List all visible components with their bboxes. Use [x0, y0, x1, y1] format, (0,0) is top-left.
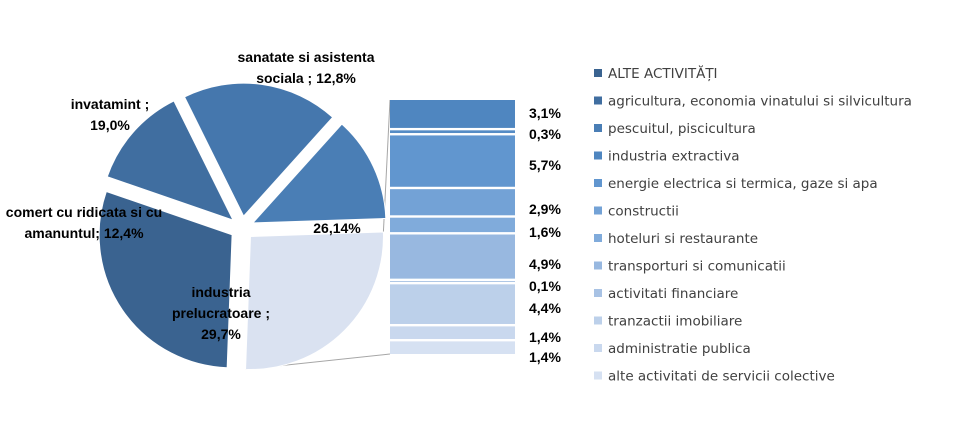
legend: ALTE ACTIVITĂȚI agricultura, economia vin… [594, 64, 912, 385]
pie-label-4: invatamint ; 19,0% [71, 96, 150, 133]
legend-label-0: ALTE ACTIVITĂȚI [608, 64, 718, 82]
bar-label-2: 5,7% [529, 157, 561, 173]
legend-label-5: constructii [608, 204, 679, 220]
pie-slice-2 [98, 190, 233, 369]
bar-segment-6 [390, 281, 515, 282]
bar-label-0: 3,1% [529, 105, 561, 121]
bar-label-7: 4,4% [529, 300, 561, 316]
legend-swatch-6 [594, 234, 602, 242]
pie-label-2: industria prelucratoare ; 29,7% [172, 284, 270, 342]
legend-label-1: agricultura, economia vinatului si silvi… [608, 94, 912, 110]
bar-segment-2 [390, 135, 515, 187]
legend-label-9: tranzactii imobiliare [608, 314, 742, 330]
pie-slice-1 [245, 231, 384, 370]
legend-swatch-5 [594, 206, 602, 215]
legend-label-7: transporturi si comunicatii [608, 259, 786, 275]
legend-swatch-3 [594, 151, 602, 160]
legend-swatch-9 [594, 316, 602, 325]
bar-label-3: 2,9% [529, 201, 561, 217]
pie-label-0: sanatate si asistenta sociala ; 12,8% [238, 49, 375, 86]
legend-swatch-10 [594, 344, 602, 352]
legend-swatch-1 [594, 96, 602, 105]
bar-label-8: 1,4% [529, 329, 561, 345]
legend-label-4: energie electrica si termica, gaze si ap… [608, 176, 878, 192]
stacked-bar [390, 100, 515, 354]
pie-labels: sanatate si asistenta sociala ; 12,8% 26,1… [6, 49, 375, 342]
legend-swatch-7 [594, 261, 602, 270]
bar-segment-3 [390, 189, 515, 216]
pie-label-1: 26,14% [313, 220, 361, 236]
bar-labels: 3,1% 0,3% 5,7% 2,9% 1,6% 4,9% 0,1% 4,4% 1,4% 1,4% [529, 105, 561, 365]
legend-swatch-2 [594, 124, 602, 132]
bar-label-5: 4,9% [529, 256, 561, 272]
legend-label-10: administratie publica [608, 341, 751, 357]
bar-segment-7 [390, 284, 515, 324]
pie [98, 82, 387, 370]
legend-swatch-8 [594, 289, 602, 297]
bar-label-1: 0,3% [529, 126, 561, 142]
pie-slice-3 [106, 100, 234, 221]
legend-swatch-0 [594, 69, 602, 77]
bar-label-4: 1,6% [529, 224, 561, 240]
bar-label-6: 0,1% [529, 278, 561, 294]
legend-label-6: hoteluri si restaurante [608, 231, 758, 247]
pie-slice-4 [183, 82, 334, 217]
legend-swatch-11 [594, 371, 602, 380]
bar-segment-4 [390, 217, 515, 233]
bar-segment-9 [390, 341, 515, 354]
pie-slice-0 [251, 123, 387, 224]
legend-label-11: alte activitati de servicii colective [608, 369, 835, 385]
legend-label-2: pescuitul, piscicultura [608, 121, 756, 137]
legend-label-8: activitati financiare [608, 286, 738, 302]
bar-segment-5 [390, 234, 515, 279]
legend-swatch-4 [594, 179, 602, 187]
bar-label-9: 1,4% [529, 349, 561, 365]
bar-segment-8 [390, 326, 515, 339]
legend-label-3: industria extractiva [608, 149, 740, 165]
pie-label-3: comert cu ridicata si cu amanuntul; 12,4% [6, 204, 162, 241]
bar-segment-0 [390, 100, 515, 128]
bar-segment-1 [390, 130, 515, 134]
